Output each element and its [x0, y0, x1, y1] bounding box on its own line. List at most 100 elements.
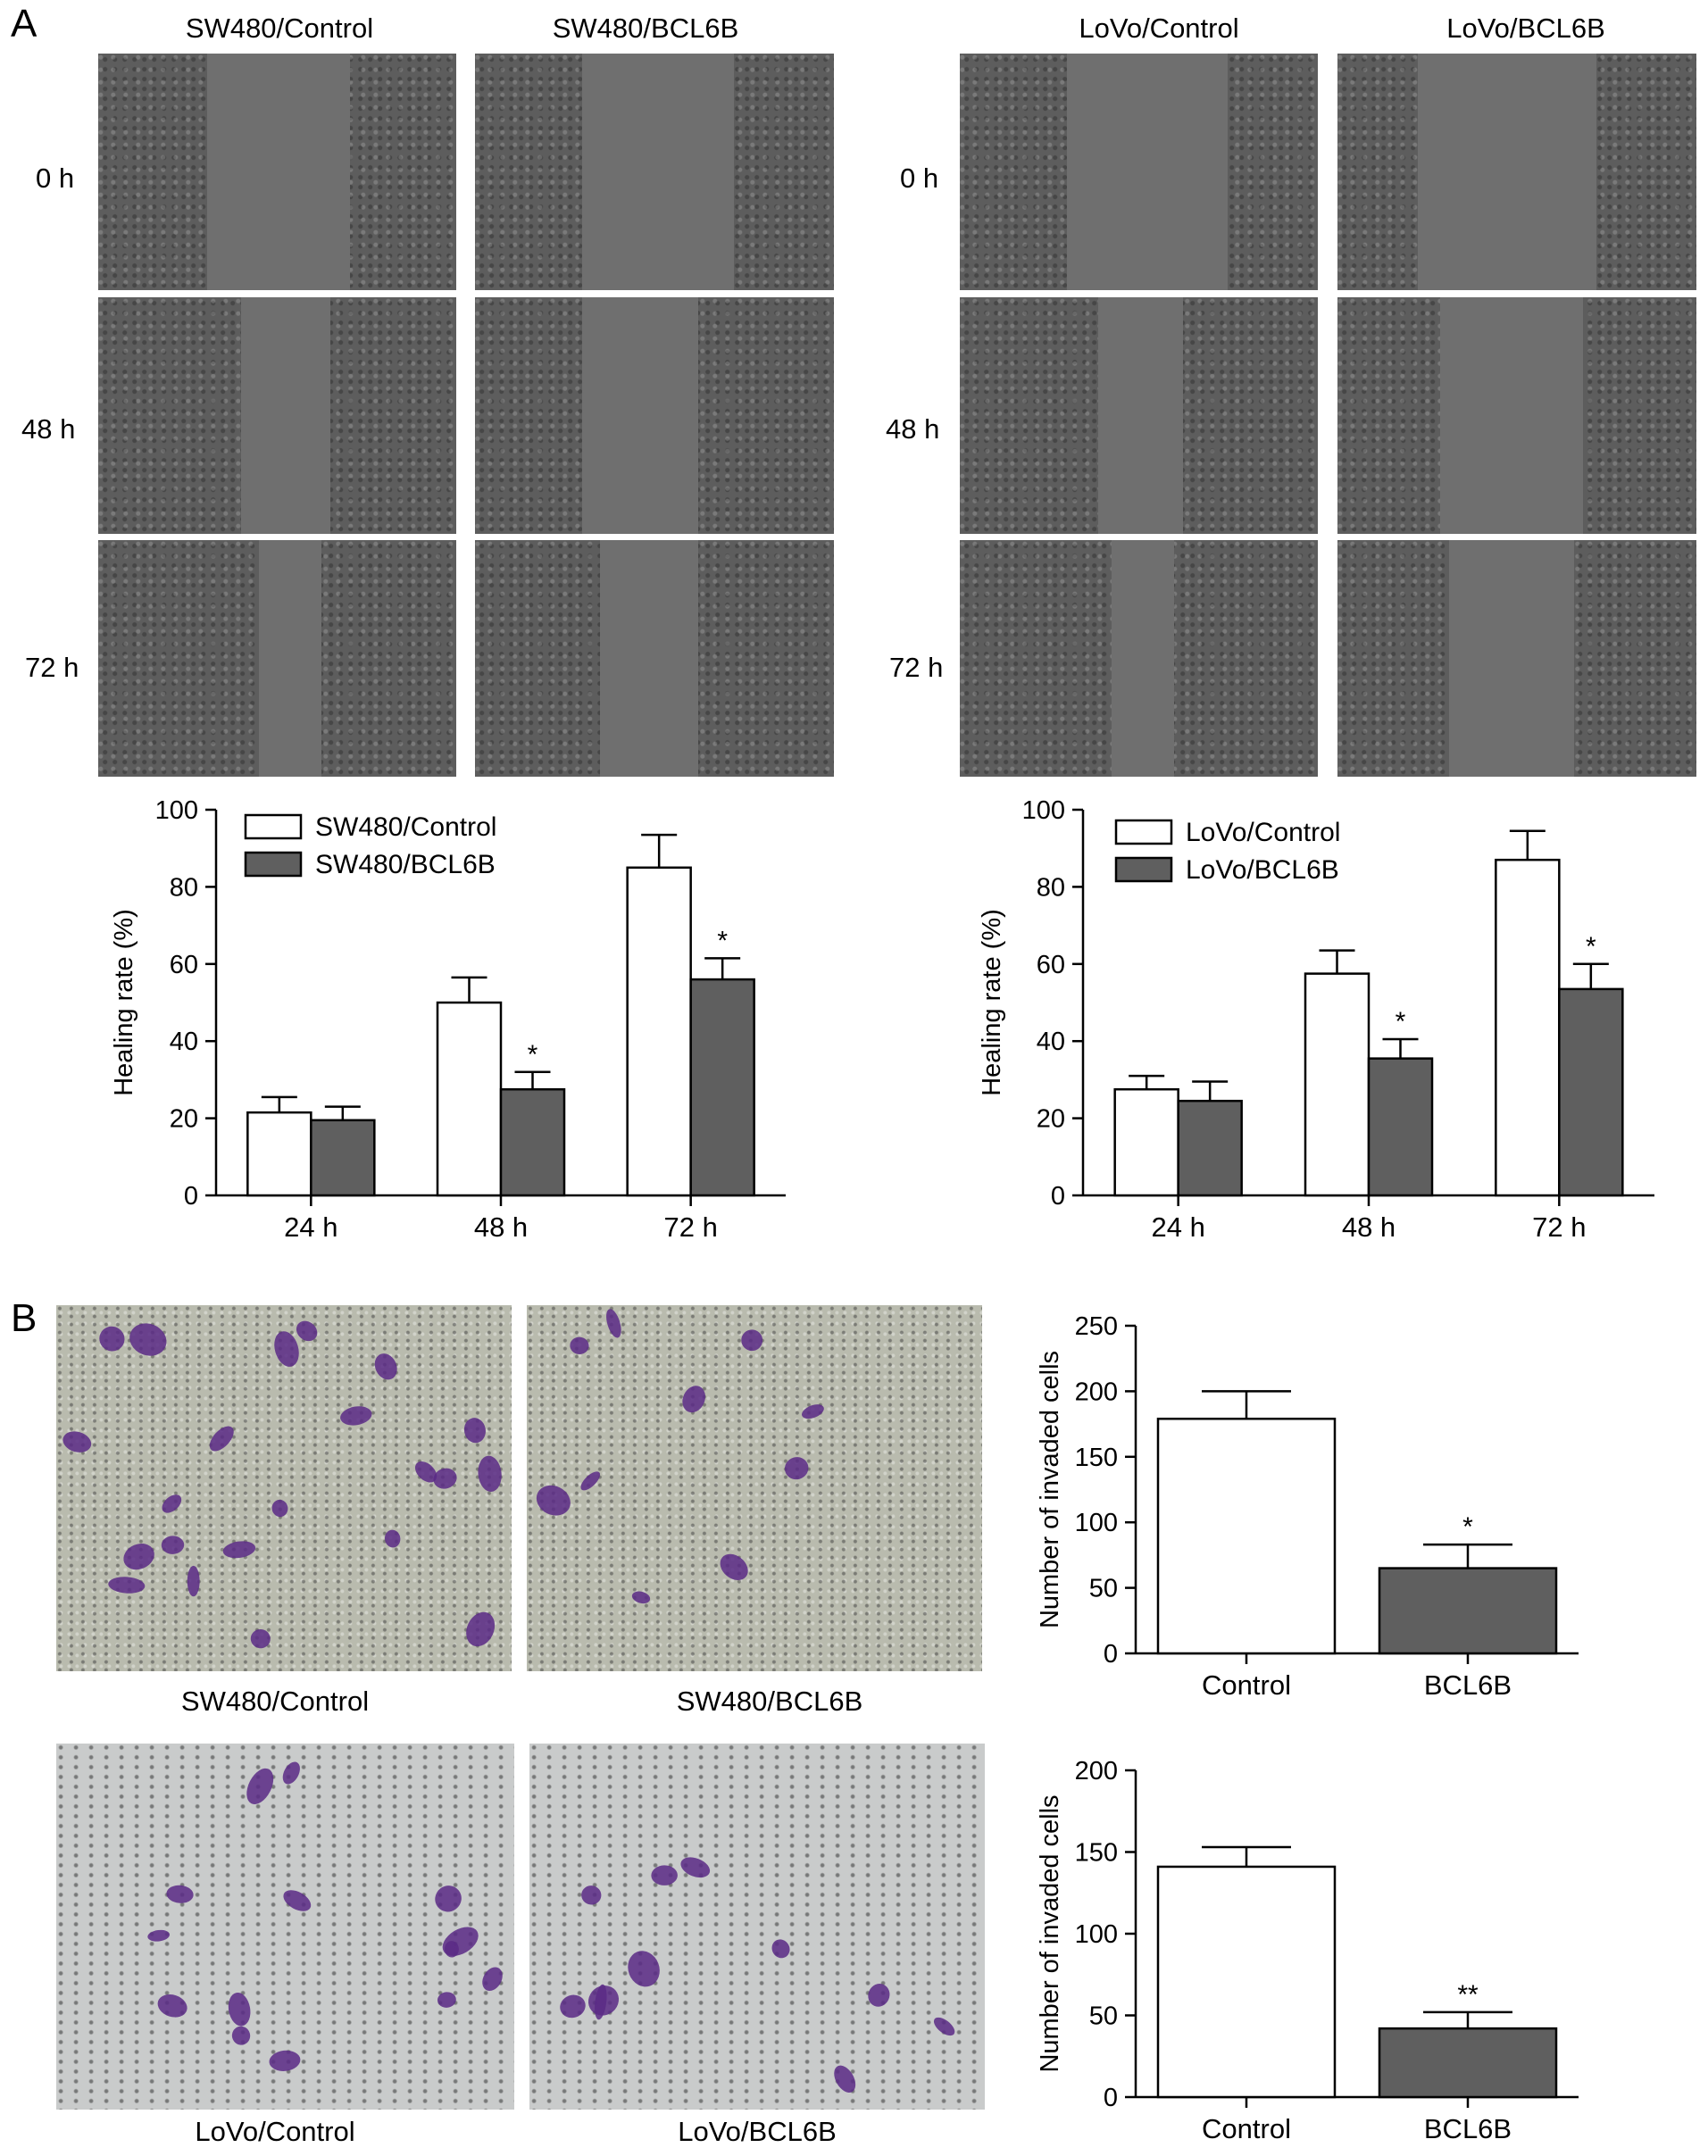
bar — [499, 1087, 566, 1197]
stained-cell — [435, 1885, 462, 1912]
stained-cell — [463, 1418, 486, 1444]
row-label-72h-lovo: 72 h — [889, 652, 944, 683]
chart-lovo-invaded-cells: 0 50 100 150 200 Number of invaded cells Contr… — [1036, 1757, 1579, 2144]
chart-sw480-healing-rate: 0 20 40 60 80 100 Healing rate (%) 24 h 48 h * 72 … — [110, 796, 786, 1243]
stained-cell — [384, 1529, 401, 1548]
bar — [1177, 1099, 1243, 1197]
y-axis-label: Healing rate (%) — [978, 909, 1006, 1096]
bar — [1378, 2027, 1558, 2099]
micrograph-sw480-control-0h — [98, 54, 456, 290]
stained-cell — [271, 1499, 288, 1518]
x-tick-label: 24 h — [284, 1211, 337, 1243]
image-label-lovo-bcl6b: LoVo/BCL6B — [678, 2116, 837, 2147]
stained-cell — [802, 1404, 824, 1419]
micrograph-lovo-control-72h — [960, 540, 1318, 777]
stained-cell — [682, 1386, 705, 1413]
stained-cell — [282, 1761, 300, 1785]
stained-cell — [147, 1929, 170, 1942]
significance-marker: * — [1586, 932, 1596, 961]
stained-cell — [99, 1326, 125, 1352]
row-label-48h-lovo: 48 h — [886, 413, 940, 445]
stained-cell — [374, 1353, 397, 1380]
y-tick-label: 80 — [1037, 873, 1065, 902]
bar — [1156, 1417, 1337, 1655]
legend-swatch — [1114, 856, 1173, 883]
panel-label-b: B — [11, 1296, 37, 1340]
legend-label: LoVo/Control — [1186, 818, 1340, 847]
x-tick-label: Control — [1202, 1669, 1291, 1701]
column-label-lovo-control: LoVo/Control — [1079, 12, 1239, 44]
y-tick-label: 60 — [1037, 951, 1065, 979]
stained-cell — [209, 1426, 234, 1452]
y-tick-label: 0 — [184, 1182, 198, 1211]
stained-cell — [283, 1890, 312, 1911]
stained-cell — [296, 1320, 318, 1342]
y-tick-label: 250 — [1075, 1312, 1118, 1341]
stained-cell — [250, 1628, 271, 1649]
y-tick-label: 100 — [155, 796, 198, 825]
stained-cell — [187, 1565, 200, 1597]
y-tick-label: 150 — [1075, 1444, 1118, 1472]
stained-cell — [228, 1992, 251, 2027]
column-label-lovo-bcl6b: LoVo/BCL6B — [1446, 12, 1605, 44]
legend-label: SW480/BCL6B — [315, 850, 496, 879]
stained-cell — [771, 1939, 790, 1959]
bar — [626, 866, 692, 1197]
micrograph-lovo-bcl6b-0h — [1337, 54, 1696, 290]
y-tick-label: 60 — [170, 951, 198, 979]
column-label-sw480-bcl6b: SW480/BCL6B — [552, 12, 739, 44]
x-tick-label: 24 h — [1151, 1211, 1204, 1243]
stained-cell — [581, 1885, 602, 1905]
bar — [689, 978, 755, 1197]
chart-sw480-invaded-cells: 0 50 100 150 200 250 Number of invaded cells Co… — [1036, 1312, 1579, 1701]
micrograph-lovo-control-48h — [960, 297, 1318, 534]
stained-cell — [157, 1994, 187, 2018]
micrograph-lovo-bcl6b-72h — [1337, 540, 1696, 777]
stained-cell — [129, 1323, 167, 1356]
stained-cell — [222, 1541, 256, 1559]
stained-cell — [444, 1941, 459, 1958]
y-axis-label: Healing rate (%) — [110, 909, 138, 1096]
bar — [1495, 858, 1561, 1197]
bar — [1378, 1567, 1558, 1655]
image-label-lovo-control: LoVo/Control — [195, 2116, 355, 2147]
y-tick-label: 150 — [1075, 1839, 1118, 1868]
image-label-sw480-bcl6b: SW480/BCL6B — [676, 1686, 863, 1717]
stained-cell — [580, 1471, 601, 1491]
micrograph-transwell-sw480-bcl6b — [527, 1305, 982, 1671]
bar — [1558, 987, 1624, 1197]
legend-swatch — [1114, 819, 1173, 845]
stained-cell — [631, 1591, 651, 1604]
stained-cell — [269, 2050, 301, 2071]
stained-cell — [161, 1536, 185, 1554]
bar — [1304, 972, 1371, 1197]
y-tick-label: 0 — [1104, 1640, 1118, 1669]
micrograph-lovo-bcl6b-48h — [1337, 297, 1696, 534]
x-tick-label: BCL6B — [1424, 1669, 1512, 1701]
significance-marker: * — [1462, 1512, 1473, 1542]
stained-cell — [62, 1431, 92, 1453]
micrograph-transwell-lovo-control — [56, 1744, 514, 2110]
panel-label-a: A — [11, 2, 37, 46]
y-tick-label: 0 — [1051, 1182, 1065, 1211]
stained-cell — [466, 1611, 496, 1647]
y-tick-label: 40 — [1037, 1028, 1065, 1056]
stained-cell — [680, 1857, 711, 1878]
significance-marker: * — [1396, 1007, 1406, 1036]
y-tick-label: 80 — [170, 873, 198, 902]
image-label-sw480-control: SW480/Control — [180, 1686, 370, 1717]
y-tick-label: 200 — [1075, 1757, 1118, 1786]
row-label-0h-sw480: 0 h — [36, 162, 75, 194]
micrograph-sw480-bcl6b-48h — [475, 297, 834, 534]
stained-cell — [246, 1768, 274, 1805]
y-tick-label: 100 — [1075, 1509, 1118, 1537]
stained-cell — [166, 1885, 194, 1903]
chart-lovo-healing-rate: 0 20 40 60 80 100 Healing rate (%) 24 h 48 h * 72 … — [978, 796, 1654, 1243]
stained-cell — [433, 1468, 457, 1489]
column-label-sw480-control: SW480/Control — [185, 12, 374, 44]
micrograph-lovo-control-0h — [960, 54, 1318, 290]
stained-cell — [868, 1984, 890, 2007]
row-label-72h-sw480: 72 h — [25, 652, 79, 683]
bar — [1156, 1865, 1337, 2099]
y-axis-label: Number of invaded cells — [1036, 1794, 1064, 2072]
